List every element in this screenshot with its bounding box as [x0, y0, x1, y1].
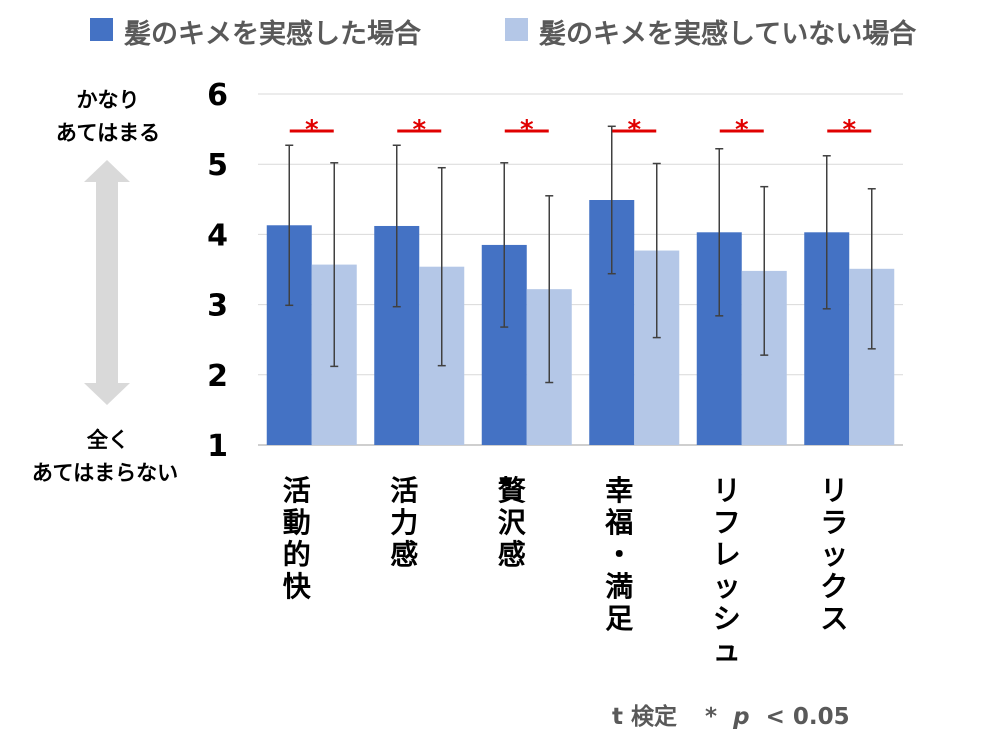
significance-star: *: [627, 115, 641, 145]
category-label: 贅沢感: [498, 474, 527, 571]
y-tick-label: 2: [207, 359, 228, 394]
footnote-threshold: < 0.05: [766, 704, 850, 730]
bars: [266, 200, 895, 445]
footnote: t 検定 * p < 0.05: [612, 703, 850, 730]
scale-top-label-line-1: かなり: [77, 88, 140, 112]
footnote-test: t 検定: [612, 703, 677, 730]
legend-swatch-series-1: [90, 18, 113, 41]
legend: 髪のキメを実感した場合 髪のキメを実感していない場合: [90, 18, 916, 50]
category-label: リフレッシュ: [713, 474, 741, 667]
legend-swatch-series-2: [505, 18, 528, 41]
legend-label-series-1: 髪のキメを実感した場合: [123, 18, 421, 50]
y-axis-ticks: 1 2 3 4 5 6: [207, 78, 228, 464]
significance-star: *: [305, 115, 319, 145]
scale-top-label-line-2: あてはまる: [56, 121, 160, 145]
footnote-star: *: [705, 704, 717, 730]
y-tick-label: 3: [207, 289, 228, 324]
category-label: 幸福・満足: [604, 474, 633, 635]
significance-star: *: [842, 115, 856, 145]
scale-double-arrow: [84, 160, 130, 405]
significance-star: *: [412, 115, 426, 145]
category-label: リラックス: [820, 474, 848, 635]
significance-star: *: [520, 115, 534, 145]
category-label: 活力感: [390, 474, 418, 571]
category-label: 活動的快: [283, 474, 312, 603]
error-bars: [285, 125, 876, 384]
legend-label-series-2: 髪のキメを実感していない場合: [538, 18, 916, 50]
y-tick-label: 5: [207, 148, 228, 183]
scale-bottom-label-line-2: あてはまらない: [32, 461, 178, 485]
footnote-p: p: [732, 704, 749, 730]
significance-markers: * * * * * *: [289, 115, 872, 145]
category-labels: 活動的快 活力感 贅沢感 幸福・満足 リフレッシュ リラックス: [283, 474, 849, 667]
significance-star: *: [735, 115, 749, 145]
gridlines: [258, 93, 903, 446]
y-tick-label: 1: [207, 429, 228, 464]
y-tick-label: 6: [207, 78, 228, 113]
scale-bottom-label-line-1: 全く: [86, 428, 129, 452]
y-tick-label: 4: [207, 218, 228, 253]
